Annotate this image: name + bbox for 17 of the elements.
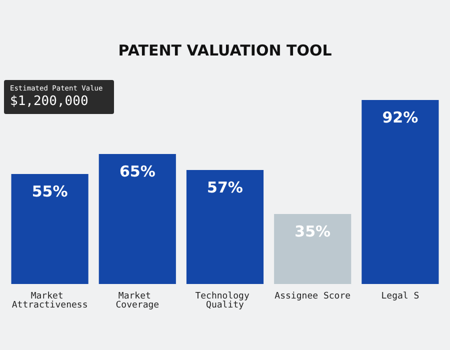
bar: [11, 174, 88, 284]
bar: [362, 100, 439, 284]
x-tick-label: Technology Quality: [195, 292, 255, 310]
x-tick-label: Market Coverage: [116, 292, 160, 310]
data-label: 57%: [207, 178, 243, 196]
x-tick-label: Market Attractiveness: [12, 292, 88, 310]
x-tick-label: Assignee Score: [274, 292, 351, 302]
annotation: $1,200,000: [10, 94, 88, 109]
chart-title: PATENT VALUATION TOOL: [118, 42, 332, 60]
x-tick-label: Legal S: [381, 292, 420, 302]
data-label: 55%: [32, 182, 68, 200]
bar: [186, 170, 264, 284]
data-label: 35%: [294, 222, 331, 240]
bar: [98, 154, 176, 284]
bar: [274, 214, 352, 284]
data-label: 65%: [119, 162, 156, 180]
data-label: 92%: [382, 108, 418, 126]
